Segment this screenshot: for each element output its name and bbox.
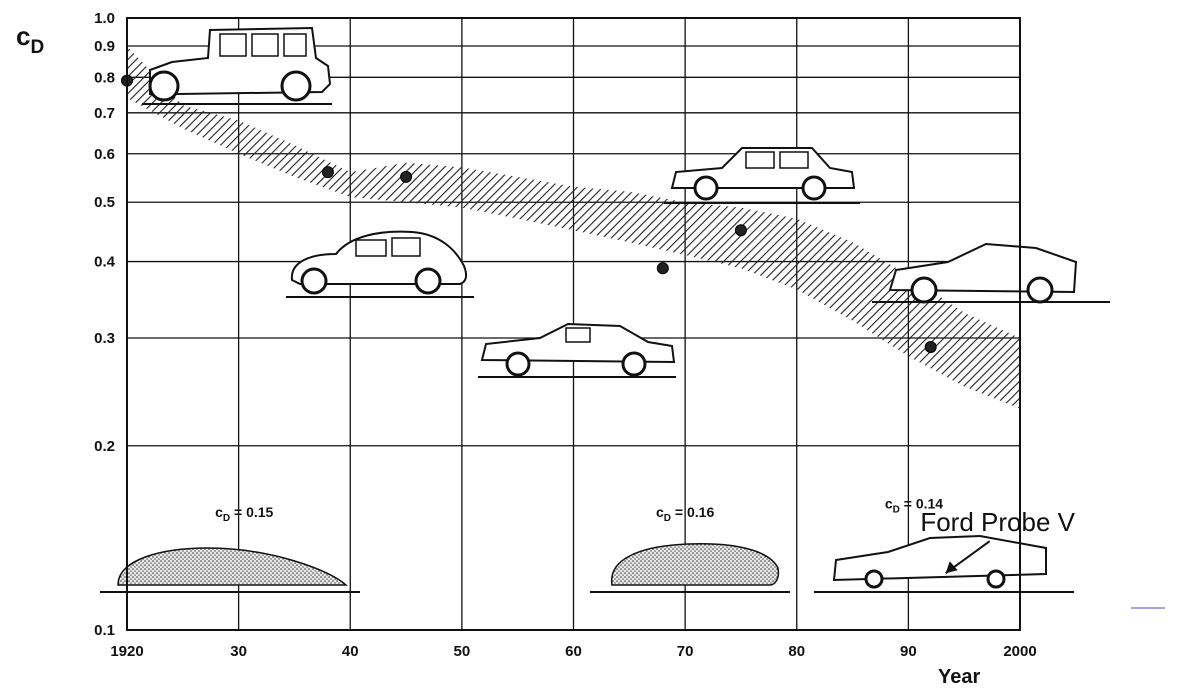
annotations: cD = 0.15 cD = 0.16 cD = 0.14 <box>215 495 943 524</box>
x-tick-label: 50 <box>454 643 471 660</box>
ford-probe-v-icon <box>814 534 1074 593</box>
car-1960s-icon <box>478 322 676 378</box>
callout: Ford Probe V <box>920 507 1076 575</box>
y-tick-label: 0.6 <box>94 146 115 163</box>
data-point <box>656 262 669 275</box>
data-point <box>400 170 413 183</box>
svg-text:cD: cD <box>16 21 44 58</box>
axes: 0.1 0.2 0.3 0.4 0.5 0.6 0.7 0.8 0.9 1.0 1920 30 40 50… <box>94 10 1037 660</box>
y-tick-label: 0.3 <box>94 330 115 347</box>
y-tick-label: 0.9 <box>94 38 115 55</box>
data-point <box>321 166 334 179</box>
x-tick-label: 60 <box>565 643 582 660</box>
y-tick-label: 0.4 <box>94 254 116 271</box>
car-1990s-icon <box>872 242 1110 304</box>
x-tick-label: 70 <box>677 643 694 660</box>
y-tick-label: 1.0 <box>94 10 115 27</box>
data-points <box>121 74 937 354</box>
plot-frame <box>126 17 1021 631</box>
cd-trend-band <box>127 46 1020 409</box>
cd-annotation: cD = 0.15 <box>215 504 273 524</box>
y-tick-label: 0.7 <box>94 105 115 122</box>
data-point <box>924 341 937 354</box>
x-tick-label: 1920 <box>110 643 143 660</box>
y-tick-label: 0.5 <box>94 194 115 211</box>
callout-arrow-head <box>945 561 958 574</box>
x-tick-label: 2000 <box>1003 643 1036 660</box>
x-tick-label: 90 <box>900 643 917 660</box>
x-tick-label: 30 <box>230 643 247 660</box>
x-axis-label: Year <box>938 666 980 688</box>
decorative-dash <box>1131 607 1165 609</box>
data-point <box>734 224 747 237</box>
y-tick-label: 0.8 <box>94 69 115 86</box>
concept-car-cd016-icon <box>590 542 790 593</box>
y-tick-label: 0.2 <box>94 438 115 455</box>
cd-annotation: cD = 0.14 <box>885 495 943 515</box>
x-tick-label: 40 <box>342 643 359 660</box>
cd-band-area <box>127 46 1020 409</box>
cd-annotation: cD = 0.16 <box>656 504 714 524</box>
y-tick-label: 0.1 <box>94 622 115 639</box>
car-1920s-icon <box>142 26 332 105</box>
concept-car-cd015-icon <box>100 547 360 593</box>
y-axis-label: cD <box>16 21 44 58</box>
car-1930s-icon <box>286 230 474 298</box>
car-1970s-icon <box>664 147 860 204</box>
x-tick-label: 80 <box>788 643 805 660</box>
ford-probe-v-label: Ford Probe V <box>920 507 1075 537</box>
